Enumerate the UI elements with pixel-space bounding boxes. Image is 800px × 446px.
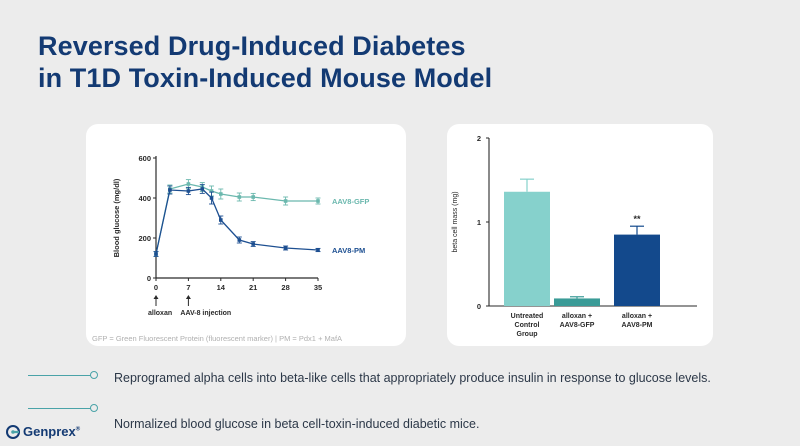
- category-label: alloxan +: [622, 313, 652, 320]
- y-tick-label: 0: [477, 302, 481, 311]
- annotation-arrowhead: [185, 295, 191, 299]
- bullet-text-2: Normalized blood glucose in beta cell-to…: [114, 417, 480, 431]
- data-point: [237, 195, 242, 199]
- beta-mass-chart-card: 0 1 2 beta cell mass (mg) Untreated Control Gr…: [447, 124, 713, 346]
- data-point: [186, 182, 191, 186]
- data-point: [209, 189, 214, 193]
- bullet-text-1: Reprogramed alpha cells into beta-like c…: [114, 371, 711, 385]
- x-tick-label: 0: [154, 283, 158, 292]
- significance-label: **: [633, 214, 641, 224]
- category-label: Group: [517, 331, 538, 338]
- data-point: [316, 199, 320, 203]
- y-tick-label: 200: [138, 234, 151, 243]
- series-line-aav8-gfp: [155, 183, 318, 255]
- data-point: [316, 248, 320, 252]
- data-point: [237, 238, 242, 242]
- bar: [504, 191, 550, 306]
- data-point: [200, 187, 205, 191]
- bullet-dot-2: [90, 404, 98, 412]
- annotation-label: alloxan: [148, 310, 172, 317]
- y-tick-label: 2: [477, 134, 481, 143]
- category-label: alloxan +: [562, 313, 592, 320]
- x-tick-label: 35: [314, 283, 322, 292]
- data-point: [219, 192, 223, 196]
- genprex-logo-icon: [6, 424, 20, 439]
- x-tick-label: 14: [217, 283, 226, 292]
- category-label: Control: [515, 322, 540, 329]
- y-axis-label: beta cell mass (mg): [452, 191, 459, 252]
- title-line-2: in T1D Toxin-Induced Mouse Model: [38, 63, 493, 93]
- bullet-line-2: [28, 408, 92, 409]
- annotation-arrowhead: [153, 295, 159, 299]
- series-label-aav8-gfp: AAV8-GFP: [332, 197, 369, 206]
- data-point: [186, 189, 191, 193]
- x-tick-label: 28: [281, 283, 289, 292]
- y-axis-label: Blood glucose (mg/dl): [112, 178, 121, 257]
- data-point: [168, 188, 172, 192]
- bullet-dot-1: [90, 371, 98, 379]
- annotation-label: AAV-8 injection: [180, 310, 231, 317]
- bar: [614, 234, 660, 306]
- data-point: [251, 242, 255, 246]
- y-tick-label: 600: [138, 154, 151, 163]
- data-point: [209, 196, 214, 200]
- series-line-aav8-pm: [155, 188, 319, 255]
- y-tick-label: 400: [138, 194, 151, 203]
- logo-text: Genprex®: [23, 424, 80, 439]
- x-tick-label: 7: [186, 283, 190, 292]
- series-label-aav8-pm: AAV8-PM: [332, 246, 365, 255]
- bullet-line-1: [28, 375, 92, 376]
- footnote: GFP = Green Fluorescent Protein (fluores…: [92, 334, 343, 343]
- glucose-chart-card: 0 200 400 600 0 7 14 21 28 35 Blood glucose (mg/dl…: [86, 124, 406, 346]
- category-label: Untreated: [511, 313, 544, 320]
- data-point: [251, 195, 255, 199]
- glucose-line-chart: 0 200 400 600 0 7 14 21 28 35 Blood glucose (mg/dl…: [112, 154, 369, 317]
- genprex-logo: Genprex®: [6, 424, 80, 439]
- x-tick-label: 21: [249, 283, 257, 292]
- title-line-1: Reversed Drug-Induced Diabetes: [38, 31, 466, 61]
- logo-trademark: ®: [75, 426, 81, 433]
- data-point: [283, 246, 288, 250]
- category-label: AAV8-PM: [622, 322, 653, 329]
- slide-title: Reversed Drug-Induced Diabetes in T1D To…: [38, 30, 492, 94]
- data-point: [154, 252, 158, 256]
- y-tick-label: 1: [477, 218, 481, 227]
- bar: [554, 298, 600, 306]
- data-point: [219, 218, 223, 222]
- logo-wordmark: Genprex: [23, 424, 76, 439]
- data-point: [283, 199, 288, 203]
- y-tick-label: 0: [147, 274, 151, 283]
- category-label: AAV8-GFP: [560, 322, 595, 329]
- beta-mass-bar-chart: 0 1 2 beta cell mass (mg) Untreated Control Gr…: [452, 134, 697, 338]
